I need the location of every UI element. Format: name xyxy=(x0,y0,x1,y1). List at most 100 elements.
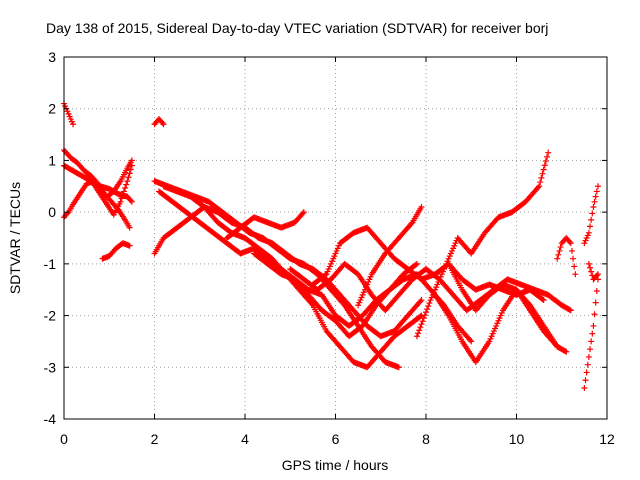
series-arc-a xyxy=(61,100,77,128)
data-point xyxy=(594,183,601,190)
data-point xyxy=(541,162,548,169)
data-point xyxy=(587,223,594,230)
data-point xyxy=(468,338,475,345)
series-arc-u xyxy=(581,276,601,391)
data-point xyxy=(540,297,547,304)
data-point xyxy=(120,188,127,195)
data-point xyxy=(567,307,574,314)
data-point xyxy=(128,157,135,164)
x-tick-label: 12 xyxy=(599,431,615,447)
data-point xyxy=(590,203,597,210)
series-arc-o xyxy=(287,260,574,314)
data-point xyxy=(581,384,588,391)
grid xyxy=(64,57,607,419)
series-arc-s xyxy=(432,286,561,366)
y-tick-label: -4 xyxy=(44,411,57,427)
data-point xyxy=(89,179,96,186)
series-arc-q xyxy=(413,149,552,340)
series-arc-w xyxy=(585,260,601,283)
data-point xyxy=(588,268,595,275)
data-point xyxy=(585,260,592,267)
x-axis-label: GPS time / hours xyxy=(282,457,389,473)
data-point xyxy=(424,306,431,313)
data-point xyxy=(416,327,423,334)
data-point xyxy=(593,272,600,279)
x-tick-label: 10 xyxy=(509,431,525,447)
data-point xyxy=(537,179,544,186)
data-point xyxy=(322,272,329,279)
x-tick-label: 8 xyxy=(422,431,430,447)
data-point xyxy=(589,330,596,337)
data-point xyxy=(419,318,426,325)
data-point xyxy=(300,209,307,216)
data-point xyxy=(568,247,575,254)
data-point xyxy=(126,224,133,231)
chart-title: Day 138 of 2015, Sidereal Day-to-day VTE… xyxy=(46,20,548,36)
data-point xyxy=(395,364,402,371)
data-point xyxy=(426,300,433,307)
y-tick-label: -2 xyxy=(44,308,57,324)
data-point xyxy=(418,321,425,328)
data-point xyxy=(591,198,598,205)
x-tick-label: 4 xyxy=(241,431,249,447)
data-point xyxy=(425,303,432,310)
data-point xyxy=(127,166,134,173)
x-tick-label: 0 xyxy=(60,431,68,447)
x-tick-label: 6 xyxy=(332,431,340,447)
data-point xyxy=(415,330,422,337)
series-arc-h xyxy=(151,178,402,371)
data-point xyxy=(299,210,306,217)
data-point xyxy=(571,263,578,270)
series-arc-g xyxy=(151,116,167,128)
data-point xyxy=(160,121,167,128)
data-point xyxy=(125,174,132,181)
data-point xyxy=(417,324,424,331)
series-arc-l xyxy=(223,209,307,241)
data-point xyxy=(587,264,594,271)
data-point xyxy=(539,170,546,177)
data-point xyxy=(117,198,124,205)
series-arc-k xyxy=(151,203,425,340)
data-point xyxy=(562,348,569,355)
data-point xyxy=(556,247,563,254)
data-point xyxy=(418,203,425,210)
data-point xyxy=(420,315,427,322)
y-axis-label: SDTVAR / TECUs xyxy=(7,182,23,294)
data-point xyxy=(555,251,562,258)
data-point xyxy=(566,238,573,245)
data-point xyxy=(538,174,545,181)
data-point xyxy=(122,185,129,192)
y-tick-label: 1 xyxy=(48,152,56,168)
data-point xyxy=(128,198,135,205)
data-point xyxy=(467,337,474,344)
series-arc-p xyxy=(355,203,425,309)
data-point xyxy=(570,255,577,262)
data-point xyxy=(70,121,77,128)
y-tick-label: 3 xyxy=(48,49,56,65)
data-point xyxy=(585,229,592,236)
data-point xyxy=(583,369,590,376)
series-arc-v xyxy=(581,183,601,247)
data-point xyxy=(159,119,166,126)
series-arc-t xyxy=(554,235,579,278)
data-point xyxy=(594,271,601,278)
data-point xyxy=(126,170,133,177)
data-point xyxy=(554,255,561,262)
data-point xyxy=(118,195,125,202)
data-point xyxy=(119,191,126,198)
data-point xyxy=(566,306,573,313)
series-arc-e xyxy=(83,162,135,218)
y-tick-label: 0 xyxy=(48,204,56,220)
data-point xyxy=(124,178,131,185)
data-point xyxy=(572,271,579,278)
data-point xyxy=(408,220,415,227)
data-point xyxy=(591,311,598,318)
data-point xyxy=(589,210,596,217)
data-point xyxy=(413,260,420,267)
data-point xyxy=(126,242,133,249)
data-point xyxy=(545,149,552,156)
data-point xyxy=(127,197,134,204)
x-tick-label: 2 xyxy=(151,431,159,447)
data-points xyxy=(61,100,601,391)
